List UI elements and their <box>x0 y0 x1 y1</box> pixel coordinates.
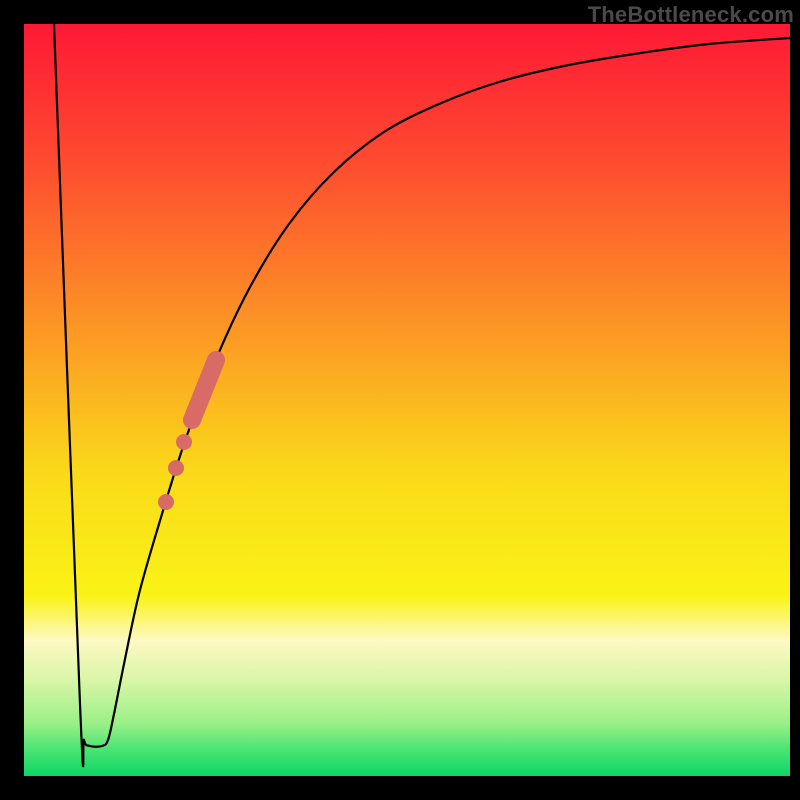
overlay-dot <box>176 434 192 450</box>
frame-left <box>0 0 24 800</box>
watermark-text: TheBottleneck.com <box>588 2 794 28</box>
plot-area <box>24 24 790 776</box>
chart-svg <box>24 24 790 776</box>
overlay-dot <box>158 494 174 510</box>
frame-right <box>790 0 800 800</box>
overlay-dot <box>168 460 184 476</box>
chart-background <box>24 24 790 776</box>
frame-bottom <box>0 776 800 800</box>
